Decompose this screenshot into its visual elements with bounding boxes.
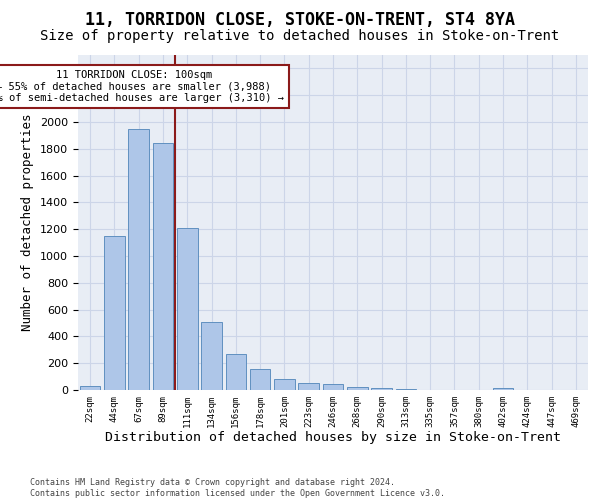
Bar — [104, 236, 125, 390]
Bar — [80, 386, 100, 390]
Bar — [274, 380, 295, 390]
Text: Distribution of detached houses by size in Stoke-on-Trent: Distribution of detached houses by size … — [105, 431, 561, 444]
Bar — [177, 228, 197, 390]
Y-axis label: Number of detached properties: Number of detached properties — [22, 114, 34, 331]
Text: Size of property relative to detached houses in Stoke-on-Trent: Size of property relative to detached ho… — [40, 29, 560, 43]
Bar — [226, 354, 246, 390]
Bar — [152, 144, 173, 390]
Bar — [493, 388, 514, 390]
Bar — [323, 384, 343, 390]
Bar — [347, 388, 368, 390]
Text: Contains HM Land Registry data © Crown copyright and database right 2024.
Contai: Contains HM Land Registry data © Crown c… — [30, 478, 445, 498]
Bar — [298, 384, 319, 390]
Text: 11 TORRIDON CLOSE: 100sqm
← 55% of detached houses are smaller (3,988)
45% of se: 11 TORRIDON CLOSE: 100sqm ← 55% of detac… — [0, 70, 284, 103]
Bar — [371, 388, 392, 390]
Bar — [128, 128, 149, 390]
Bar — [395, 388, 416, 390]
Bar — [250, 369, 271, 390]
Bar — [201, 322, 222, 390]
Text: 11, TORRIDON CLOSE, STOKE-ON-TRENT, ST4 8YA: 11, TORRIDON CLOSE, STOKE-ON-TRENT, ST4 … — [85, 11, 515, 29]
